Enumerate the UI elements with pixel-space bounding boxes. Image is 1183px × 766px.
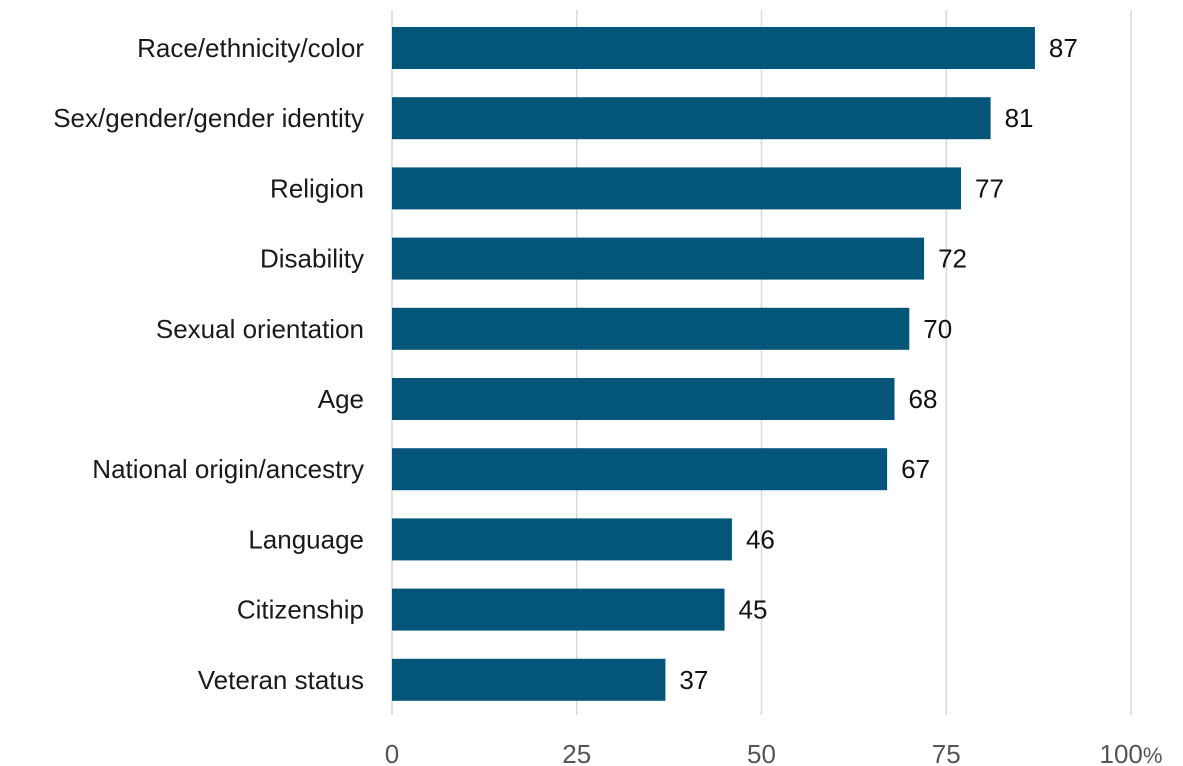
- x-tick-suffix: %: [1143, 743, 1163, 766]
- bars: [392, 27, 1035, 701]
- value-label-5: 68: [909, 384, 938, 414]
- value-label-8: 45: [739, 595, 768, 625]
- bar-2: [392, 167, 962, 210]
- bar-9: [392, 658, 666, 701]
- bar-0: [392, 27, 1035, 69]
- value-label-2: 77: [975, 173, 1004, 203]
- category-labels: Race/ethnicity/color Sex/gender/gender id…: [53, 33, 364, 695]
- bar-8: [392, 588, 725, 631]
- category-label-0: Race/ethnicity/color: [137, 33, 364, 63]
- category-label-7: Language: [248, 524, 364, 554]
- x-axis-tick-labels: 0 25 50 75 100%: [385, 739, 1163, 766]
- bar-4: [392, 307, 910, 350]
- x-tick-label-75: 75: [932, 739, 961, 766]
- category-label-6: National origin/ancestry: [92, 454, 364, 484]
- value-label-3: 72: [938, 244, 967, 274]
- x-tick-label-25: 25: [562, 739, 591, 766]
- category-label-2: Religion: [270, 173, 364, 203]
- value-label-6: 67: [901, 454, 930, 484]
- value-label-7: 46: [746, 524, 775, 554]
- bar-7: [392, 518, 732, 561]
- category-label-4: Sexual orientation: [156, 314, 364, 344]
- category-label-1: Sex/gender/gender identity: [53, 103, 364, 133]
- value-labels: 87 81 77 72 70 68 67 46 45 37: [679, 33, 1077, 695]
- x-tick-label-50: 50: [747, 739, 776, 766]
- bar-6: [392, 448, 888, 491]
- bar-3: [392, 237, 925, 280]
- category-label-3: Disability: [260, 244, 364, 274]
- category-label-5: Age: [318, 384, 364, 414]
- x-tick-label-0: 0: [385, 739, 399, 766]
- bar-1: [392, 97, 991, 140]
- category-label-9: Veteran status: [198, 665, 364, 695]
- bar-5: [392, 378, 895, 420]
- x-tick-label-100: 100%: [1100, 739, 1163, 766]
- value-label-9: 37: [679, 665, 708, 695]
- category-label-8: Citizenship: [237, 595, 364, 625]
- value-label-1: 81: [1005, 103, 1034, 133]
- value-label-4: 70: [923, 314, 952, 344]
- value-label-0: 87: [1049, 33, 1078, 63]
